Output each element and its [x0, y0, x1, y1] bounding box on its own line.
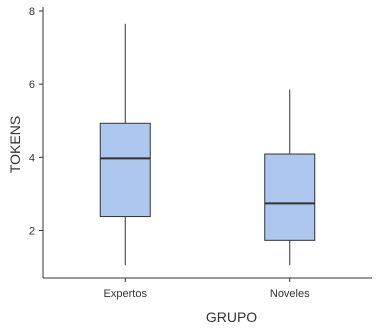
box-body	[264, 153, 316, 241]
y-tick-label: 2	[29, 225, 35, 237]
y-tick-label: 4	[29, 152, 35, 164]
y-axis-title: TOKENS	[7, 116, 23, 173]
box-expertos	[99, 23, 151, 266]
x-tick-label: Noveles	[270, 288, 310, 300]
x-tick-label: Expertos	[104, 288, 148, 300]
boxes-group	[99, 23, 316, 266]
y-axis-ticks: 2 4 6 8	[29, 6, 43, 237]
y-tick-label: 8	[29, 6, 35, 18]
x-axis-ticks: Expertos Noveles	[104, 278, 310, 300]
x-axis-title: GRUPO	[206, 309, 257, 325]
box-noveles	[264, 89, 316, 266]
box-body	[99, 122, 151, 218]
y-tick-label: 6	[29, 79, 35, 91]
